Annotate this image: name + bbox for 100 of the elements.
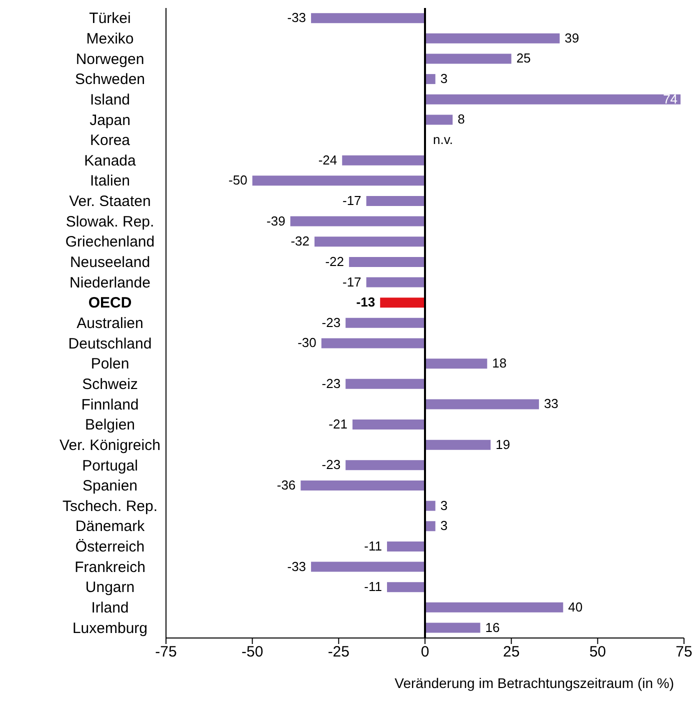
y-tick-label: Korea — [90, 132, 131, 150]
data-label: -36 — [276, 478, 296, 492]
y-tick-label: Luxemburg — [72, 620, 148, 637]
bar — [387, 541, 425, 552]
data-label: -21 — [328, 416, 348, 432]
y-tick-label: Spanien — [82, 478, 138, 495]
bar — [425, 521, 436, 532]
data-label: -24 — [318, 152, 338, 168]
y-tick-label: Portugal — [82, 457, 138, 474]
data-label: -30 — [298, 335, 316, 350]
text: n.v. — [433, 132, 453, 148]
y-tick-label: Tschech. Rep. — [62, 498, 158, 515]
y-tick-label: Kanada — [84, 152, 137, 170]
x-tick-label: -50 — [241, 644, 264, 661]
bar — [425, 358, 488, 369]
y-tick-label: Norwegen — [76, 50, 144, 68]
data-label: -11 — [364, 579, 382, 594]
bar — [300, 480, 425, 490]
y-tick-label: Schweiz — [82, 376, 138, 393]
data-label: -32 — [290, 234, 310, 249]
bar — [425, 54, 512, 64]
data-label: 3 — [440, 71, 448, 86]
bar — [346, 318, 425, 328]
bar — [349, 256, 425, 267]
bar — [425, 33, 560, 44]
y-tick-label: OECD — [88, 294, 132, 312]
data-label: 18 — [492, 356, 507, 371]
data-label: -17 — [342, 274, 362, 290]
y-tick-label: Neuseeland — [70, 254, 150, 272]
bar — [425, 500, 436, 511]
bar — [425, 74, 436, 84]
data-label: -33 — [287, 558, 306, 574]
y-tick-label: Ver. Königreich — [60, 436, 160, 454]
bar — [425, 440, 491, 450]
y-tick-label: Australien — [76, 315, 144, 332]
data-label: 40 — [568, 599, 583, 614]
y-tick-label: Italien — [90, 172, 130, 190]
data-label: 74 — [663, 91, 678, 106]
data-label: -23 — [322, 457, 341, 472]
y-tick-label: Türkei — [89, 10, 131, 28]
data-label: 19 — [496, 436, 510, 452]
bar — [425, 114, 453, 125]
data-label: -23 — [322, 376, 341, 391]
data-label: -11 — [364, 538, 382, 554]
y-tick-label: Griechenland — [65, 234, 155, 251]
x-axis-title: Veränderung im Betrachtungszeitraum (in %) — [394, 675, 674, 691]
bar — [311, 562, 425, 572]
y-tick-label: Finnland — [81, 396, 139, 414]
data-label: 25 — [516, 50, 531, 66]
bar — [366, 277, 425, 288]
data-label: -22 — [325, 254, 344, 269]
bar — [352, 420, 425, 430]
y-tick-label: Ver. Staaten — [69, 193, 151, 210]
data-label: -23 — [322, 314, 341, 330]
bar — [311, 13, 425, 24]
data-label: -50 — [228, 172, 248, 188]
y-tick-label: Österreich — [75, 538, 145, 556]
y-tick-label: Belgien — [84, 416, 136, 434]
bar — [425, 94, 681, 104]
x-tick-label: 25 — [502, 644, 520, 661]
x-tick-label: 75 — [676, 644, 692, 661]
data-label: 16 — [485, 620, 500, 635]
bar — [346, 460, 425, 470]
data-label: 39 — [564, 30, 580, 46]
y-tick-label: Frankreich — [74, 558, 146, 576]
y-tick-label: Schweden — [74, 71, 146, 88]
data-label: -33 — [287, 10, 306, 26]
bar — [425, 399, 539, 410]
bar — [425, 602, 564, 612]
bar — [346, 378, 425, 389]
bar — [314, 236, 425, 247]
x-tick-label: -75 — [155, 644, 177, 661]
y-tick-label: Mexiko — [86, 30, 134, 48]
data-label: 3 — [440, 518, 448, 534]
y-tick-label: Slowak. Rep. — [66, 213, 154, 230]
bar — [387, 582, 425, 592]
data-label: 3 — [440, 498, 448, 513]
y-tick-label: Irland — [91, 600, 129, 617]
y-tick-label: Niederlande — [70, 274, 150, 292]
bar — [321, 338, 425, 348]
x-tick-label: -25 — [328, 644, 350, 661]
bar — [290, 216, 425, 226]
data-label: -17 — [342, 192, 362, 208]
bar — [342, 155, 425, 166]
x-tick-label: 50 — [589, 644, 606, 661]
y-tick-label: Island — [90, 91, 130, 108]
y-tick-label: Japan — [90, 112, 130, 129]
y-tick-label: Deutschland — [68, 335, 152, 352]
y-tick-label: Ungarn — [85, 579, 135, 596]
bar — [380, 298, 425, 308]
data-label: 8 — [458, 112, 465, 127]
data-label: -13 — [356, 294, 376, 310]
data-label: 33 — [544, 396, 558, 412]
bar — [425, 622, 480, 633]
bar — [366, 196, 425, 206]
bar — [252, 176, 425, 186]
y-tick-label: Polen — [90, 356, 130, 373]
data-label: -39 — [266, 213, 286, 228]
x-tick-label: 0 — [420, 644, 430, 661]
y-tick-label: Dänemark — [75, 518, 146, 536]
